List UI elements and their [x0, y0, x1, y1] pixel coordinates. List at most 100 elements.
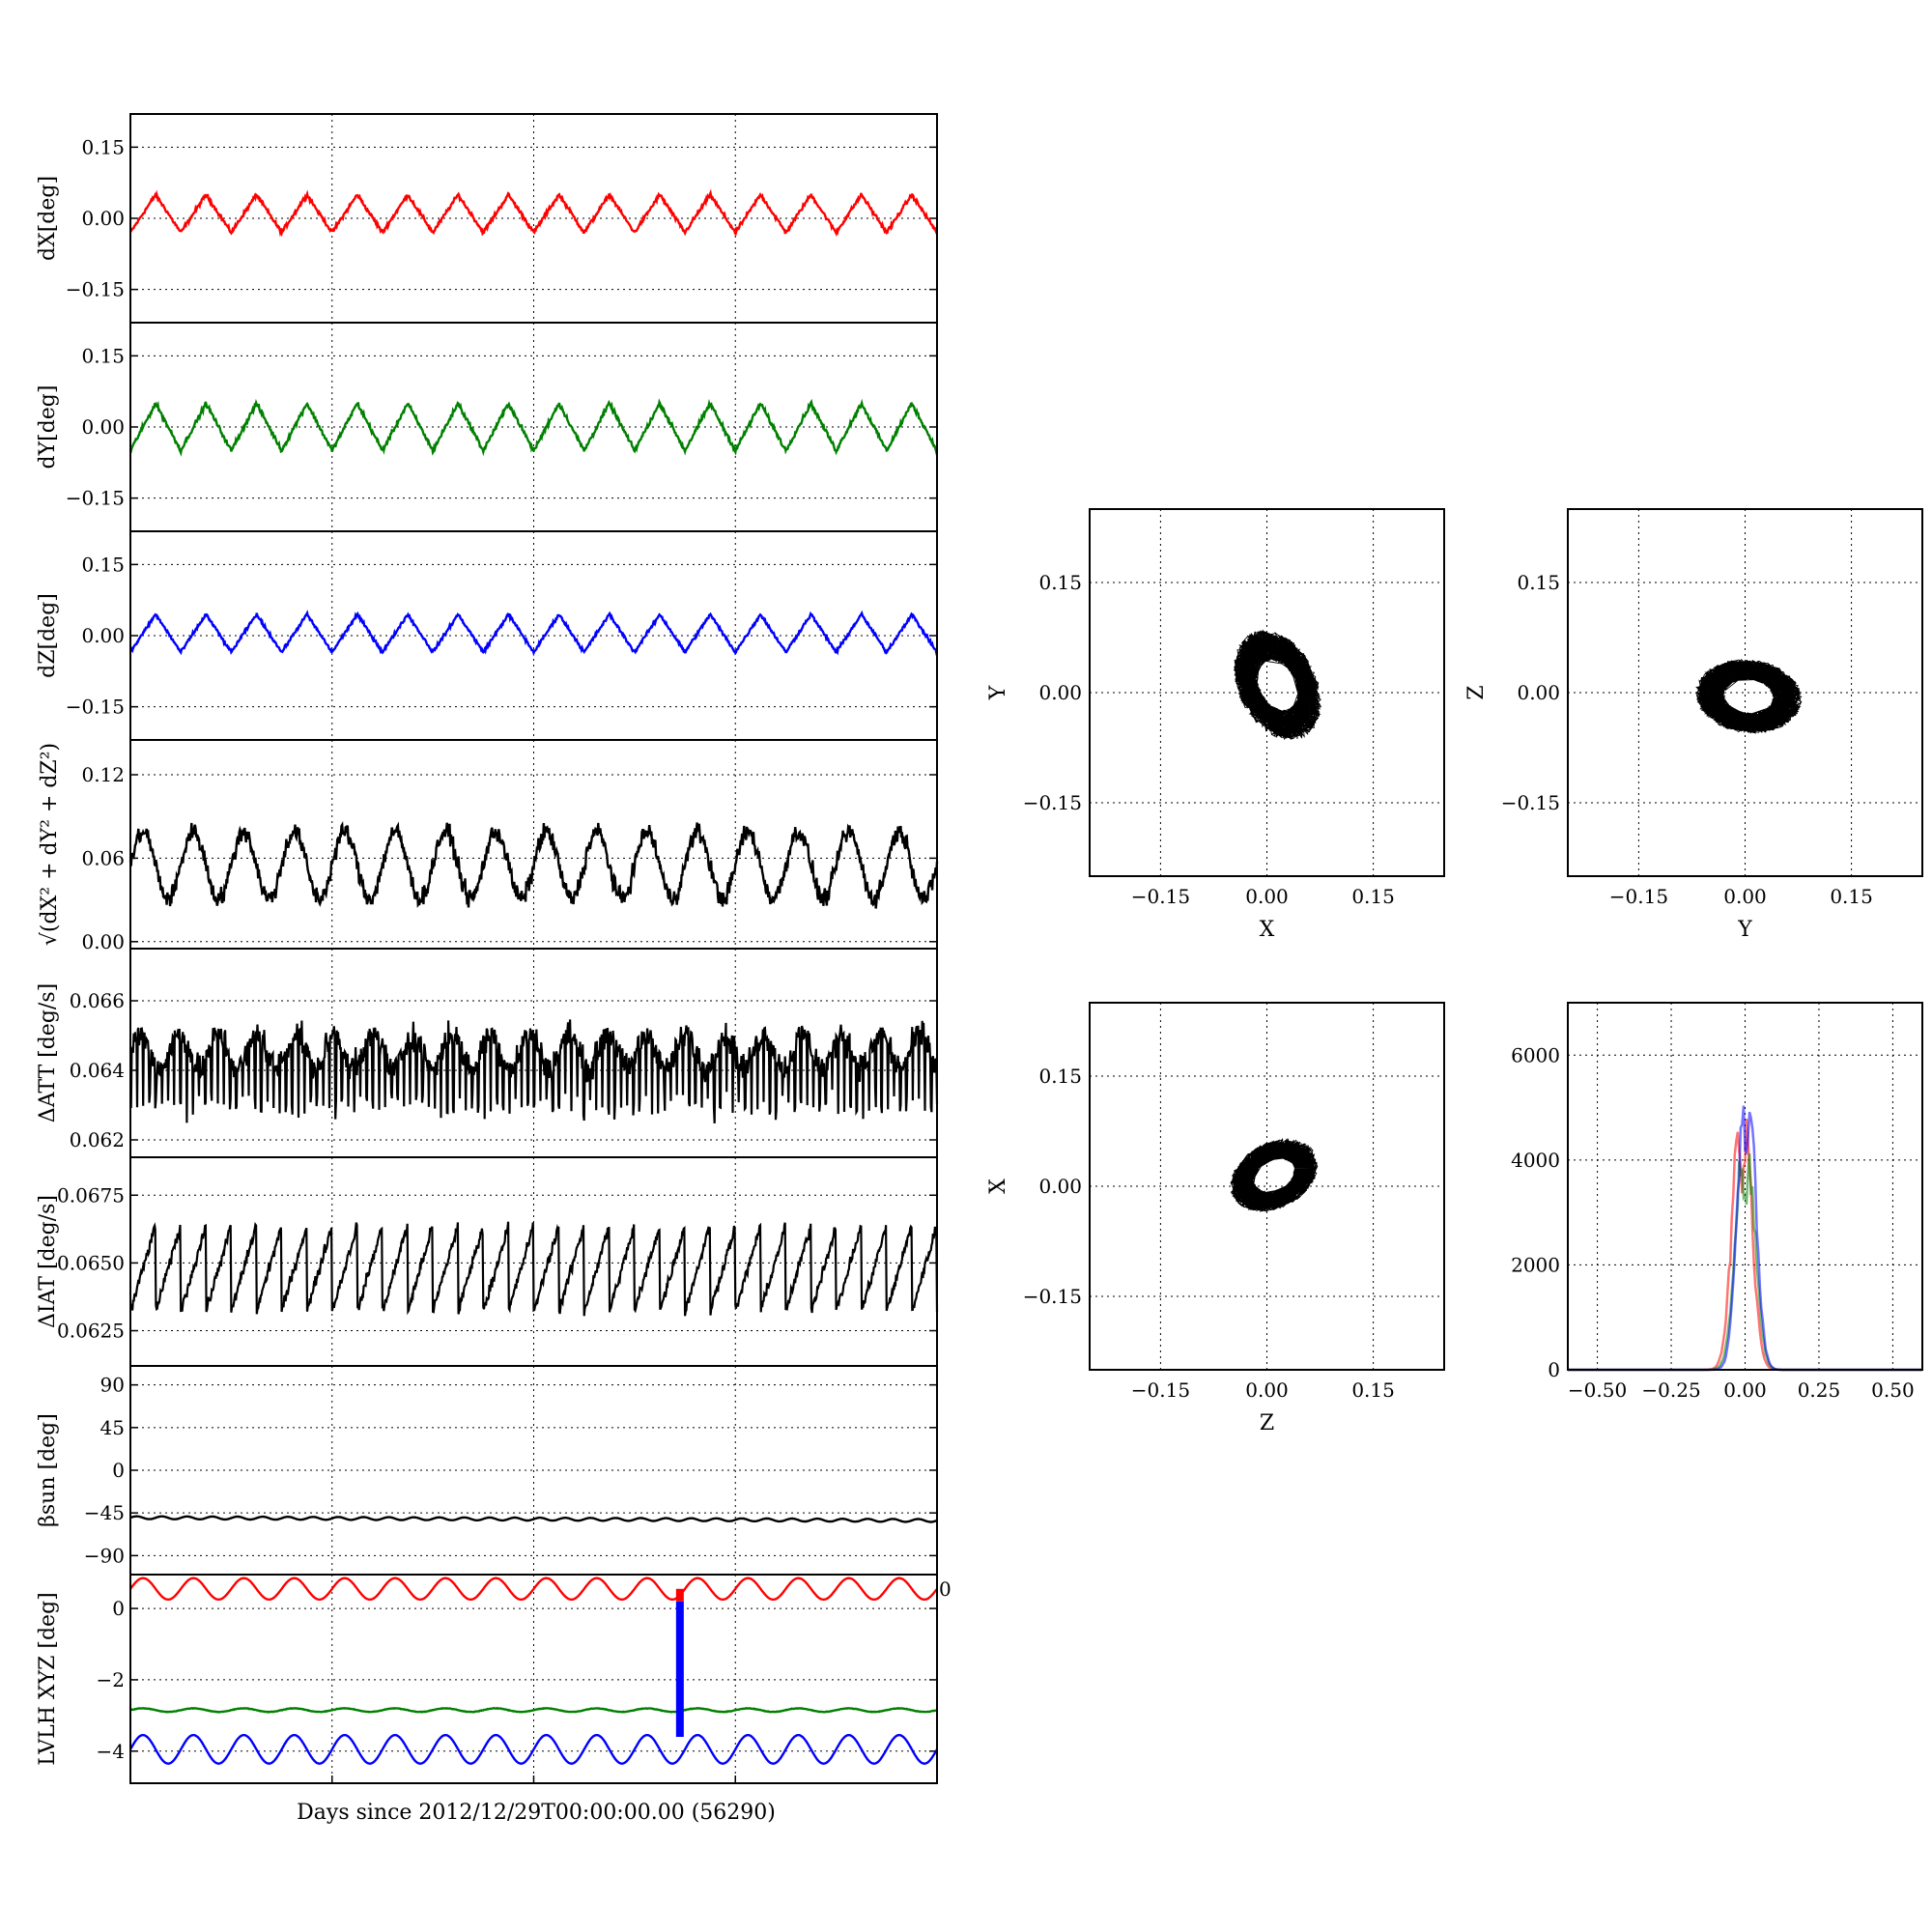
- y-tick-label: 0.15: [1038, 1065, 1082, 1088]
- panel-lvlh: 0 −2 −4 0 LVLH XYZ [deg]: [36, 1574, 952, 1784]
- x-tick-label: −0.15: [1609, 885, 1668, 908]
- y-tick-label: 0.0650: [57, 1251, 125, 1274]
- x-axis-label: X: [1260, 918, 1275, 942]
- panel-yz: −0.15 −0.15 0.00 0.00 0.15 0.15 Y Z: [1464, 508, 1923, 942]
- y-tick-label: 0.00: [81, 930, 125, 953]
- x-tick-label: −0.15: [1131, 885, 1190, 908]
- series-line-blue: [128, 1734, 939, 1765]
- y-tick-label: 45: [100, 1416, 125, 1439]
- panel-mag: 0.12 0.06 0.00 √(dX² + dY² + dZ²): [38, 739, 939, 953]
- y-axis-label: dY[deg]: [36, 385, 60, 469]
- y-tick-label: 90: [100, 1374, 125, 1397]
- y-tick-label: −0.15: [1501, 791, 1560, 814]
- panel-frame: [1567, 1002, 1923, 1371]
- x-tick-label: 0.50: [1871, 1378, 1915, 1402]
- time-series-panels: 0.15 0.00 −0.15 dX[deg] 0.15 0.00 −0.15 dY[deg]…: [36, 113, 952, 1784]
- x-axis-label: Z: [1260, 1411, 1274, 1435]
- y-tick-label: 6000: [1511, 1043, 1560, 1066]
- series-line-black: [128, 1019, 939, 1123]
- y-tick-label: 0.12: [81, 763, 125, 786]
- series-line-green: [129, 398, 939, 457]
- series-line-blue: [128, 610, 939, 657]
- panel-dx: 0.15 0.00 −0.15 dX[deg]: [36, 113, 938, 324]
- panel-datt: 0.066 0.064 0.062 ΔATT [deg/s]: [36, 948, 939, 1158]
- y-tick-label: 0: [1548, 1358, 1560, 1381]
- panel-frame: [1567, 508, 1923, 877]
- trajectory-line: [1233, 629, 1322, 741]
- series-line-black: [128, 820, 939, 909]
- y-axis-label: βsun [deg]: [36, 1413, 60, 1527]
- y-tick-label: 0.00: [1038, 681, 1082, 704]
- panel-dy: 0.15 0.00 −0.15 dY[deg]: [36, 322, 939, 532]
- y-tick-label: −0.15: [66, 487, 125, 510]
- panel-xy: −0.15 −0.15 0.00 0.00 0.15 0.15 X Y: [986, 508, 1445, 942]
- x-tick-label: 0.00: [1723, 885, 1767, 908]
- x-tick-label: 0.00: [1245, 885, 1289, 908]
- y-tick-label: −0.15: [66, 696, 125, 719]
- series-line-red: [128, 188, 938, 238]
- trajectory-line: [1230, 1137, 1319, 1213]
- y-tick-label: 0: [112, 1597, 125, 1620]
- y-axis-label: LVLH XYZ [deg]: [36, 1592, 60, 1766]
- y-tick-label: 0.00: [81, 624, 125, 647]
- series-line-red: [129, 1577, 938, 1601]
- y-tick-label: 0.06: [81, 846, 125, 869]
- x-tick-label: −0.25: [1641, 1378, 1700, 1402]
- y-tick-label: −90: [84, 1544, 125, 1567]
- histogram-green: [1568, 1153, 1922, 1372]
- y-tick-label: −45: [84, 1501, 125, 1524]
- panel-dz: 0.15 0.00 −0.15 dZ[deg]: [36, 530, 939, 741]
- y-tick-label: 0.15: [1517, 571, 1560, 594]
- y-axis-label: dZ[deg]: [36, 593, 60, 678]
- y-tick-label: 0.15: [81, 344, 125, 367]
- y-tick-label: 4000: [1511, 1149, 1560, 1172]
- y-tick-label: −4: [97, 1740, 125, 1763]
- y-tick-label: 0.15: [81, 135, 125, 158]
- y-tick-label: 0.062: [70, 1128, 125, 1151]
- y-axis-label: Y: [986, 685, 1010, 700]
- panel-beta: 90 45 0 −45 −90 βsun [deg]: [36, 1365, 938, 1576]
- x-tick-label: 0.15: [1351, 885, 1395, 908]
- x-tick-label-end: 0: [939, 1577, 952, 1601]
- panel-frame: [1089, 508, 1445, 877]
- x-tick-label: 0.00: [1723, 1378, 1767, 1402]
- x-tick-label: −0.15: [1131, 1378, 1190, 1402]
- y-axis-label: Z: [1464, 685, 1489, 699]
- x-axis-label: Y: [1737, 918, 1752, 942]
- x-axis-label: Days since 2012/12/29T00:00:00.00 (56290…: [297, 1801, 776, 1825]
- x-tick-label: 0.00: [1245, 1378, 1289, 1402]
- panel-frame: [1089, 1002, 1445, 1371]
- series-line-green: [129, 1706, 938, 1714]
- y-tick-label: 0.15: [1038, 571, 1082, 594]
- panel-zx: −0.15 −0.15 0.00 0.00 0.15 0.15 Z X: [986, 1002, 1445, 1435]
- y-tick-label: 0.00: [1038, 1175, 1082, 1198]
- y-tick-label: −2: [97, 1668, 125, 1691]
- y-tick-label: 0: [112, 1459, 125, 1482]
- y-axis-label: ΔATT [deg/s]: [36, 983, 60, 1122]
- series-line-black: [129, 1515, 938, 1523]
- y-axis-label: √(dX² + dY² + dZ²): [38, 743, 62, 946]
- y-tick-label: 0.15: [81, 553, 125, 576]
- y-tick-label: 0.00: [81, 415, 125, 439]
- y-tick-label: 0.00: [1517, 681, 1560, 704]
- y-axis-label: ΔIAT [deg/s]: [36, 1195, 60, 1328]
- trajectory-line: [1694, 659, 1803, 734]
- y-tick-label: 0.0625: [57, 1320, 125, 1343]
- y-tick-label: −0.15: [1023, 791, 1082, 814]
- y-tick-label: −0.15: [1023, 1285, 1082, 1308]
- x-tick-label: 0.25: [1798, 1378, 1841, 1402]
- y-tick-label: 0.064: [70, 1059, 125, 1082]
- histogram-blue: [1568, 1105, 1922, 1372]
- panel-hist: −0.50 −0.25 0.00 0.25 0.50 6000 4000 2000 0: [1511, 1002, 1923, 1402]
- y-tick-label: −0.15: [66, 278, 125, 301]
- y-axis-label: dX[deg]: [36, 176, 60, 261]
- x-tick-label: 0.15: [1351, 1378, 1395, 1402]
- x-tick-label: −0.50: [1568, 1378, 1627, 1402]
- y-tick-label: 0.00: [81, 207, 125, 230]
- y-tick-label: 0.0675: [57, 1183, 125, 1207]
- y-axis-label: X: [986, 1179, 1010, 1194]
- x-tick-label: 0.15: [1830, 885, 1873, 908]
- y-tick-label: 0.066: [70, 989, 125, 1012]
